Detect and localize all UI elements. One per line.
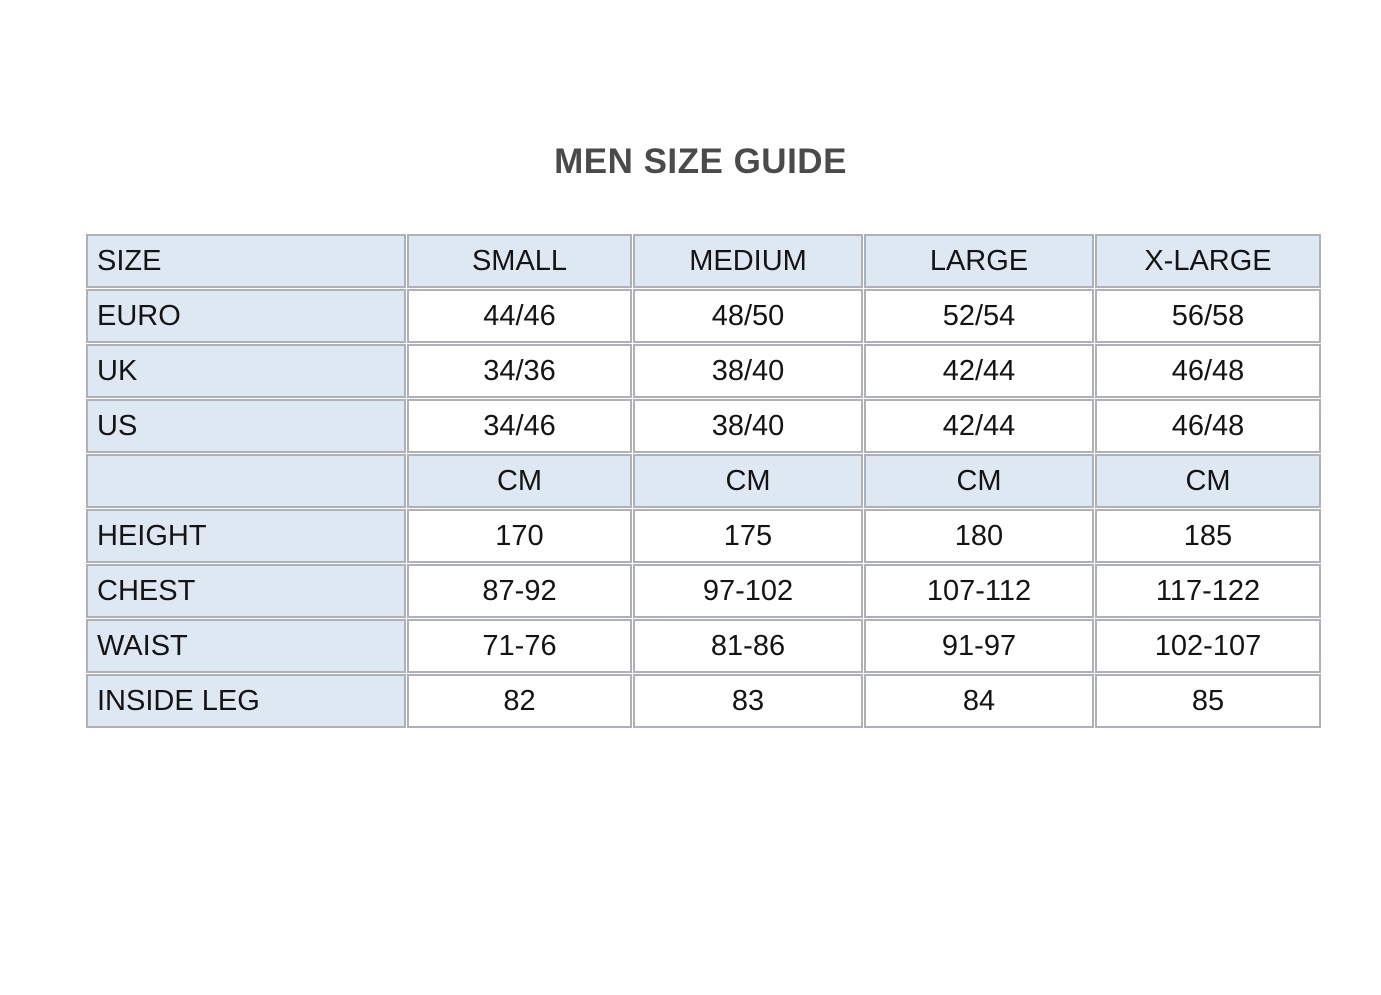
data-cell: 52/54: [864, 289, 1094, 343]
data-cell: 117-122: [1095, 564, 1321, 618]
table-row-height: HEIGHT 170 175 180 185: [86, 509, 1321, 563]
data-cell: 48/50: [633, 289, 863, 343]
data-cell: 46/48: [1095, 344, 1321, 398]
table-row-inside-leg: INSIDE LEG 82 83 84 85: [86, 674, 1321, 728]
row-label: UK: [86, 344, 406, 398]
data-cell: 42/44: [864, 399, 1094, 453]
data-cell: 38/40: [633, 344, 863, 398]
data-cell: 102-107: [1095, 619, 1321, 673]
table-row-chest: CHEST 87-92 97-102 107-112 117-122: [86, 564, 1321, 618]
data-cell: 34/46: [407, 399, 632, 453]
data-cell: 46/48: [1095, 399, 1321, 453]
data-cell: CM: [1095, 454, 1321, 508]
data-cell: 34/36: [407, 344, 632, 398]
data-cell: 44/46: [407, 289, 632, 343]
data-cell: 83: [633, 674, 863, 728]
table-row-us: US 34/46 38/40 42/44 46/48: [86, 399, 1321, 453]
data-cell: 180: [864, 509, 1094, 563]
data-cell: 81-86: [633, 619, 863, 673]
data-cell: CM: [633, 454, 863, 508]
table-row-waist: WAIST 71-76 81-86 91-97 102-107: [86, 619, 1321, 673]
data-cell: 38/40: [633, 399, 863, 453]
row-label: HEIGHT: [86, 509, 406, 563]
data-cell: CM: [407, 454, 632, 508]
column-header-size: SIZE: [86, 234, 406, 288]
table-row-cm-units: CM CM CM CM: [86, 454, 1321, 508]
row-label: [86, 454, 406, 508]
data-cell: 91-97: [864, 619, 1094, 673]
header-row: SIZE SMALL MEDIUM LARGE X-LARGE: [86, 234, 1321, 288]
data-cell: 185: [1095, 509, 1321, 563]
data-cell: 87-92: [407, 564, 632, 618]
data-cell: 82: [407, 674, 632, 728]
row-label: INSIDE LEG: [86, 674, 406, 728]
table-row-uk: UK 34/36 38/40 42/44 46/48: [86, 344, 1321, 398]
column-header-large: LARGE: [864, 234, 1094, 288]
table-row-euro: EURO 44/46 48/50 52/54 56/58: [86, 289, 1321, 343]
column-header-medium: MEDIUM: [633, 234, 863, 288]
data-cell: 175: [633, 509, 863, 563]
row-label: WAIST: [86, 619, 406, 673]
data-cell: 97-102: [633, 564, 863, 618]
data-cell: 170: [407, 509, 632, 563]
data-cell: CM: [864, 454, 1094, 508]
row-label: CHEST: [86, 564, 406, 618]
data-cell: 56/58: [1095, 289, 1321, 343]
row-label: EURO: [86, 289, 406, 343]
size-guide-table: SIZE SMALL MEDIUM LARGE X-LARGE EURO 44/…: [85, 233, 1322, 729]
column-header-xlarge: X-LARGE: [1095, 234, 1321, 288]
data-cell: 71-76: [407, 619, 632, 673]
column-header-small: SMALL: [407, 234, 632, 288]
data-cell: 85: [1095, 674, 1321, 728]
row-label: US: [86, 399, 406, 453]
page-title: MEN SIZE GUIDE: [554, 142, 847, 181]
data-cell: 42/44: [864, 344, 1094, 398]
data-cell: 84: [864, 674, 1094, 728]
data-cell: 107-112: [864, 564, 1094, 618]
